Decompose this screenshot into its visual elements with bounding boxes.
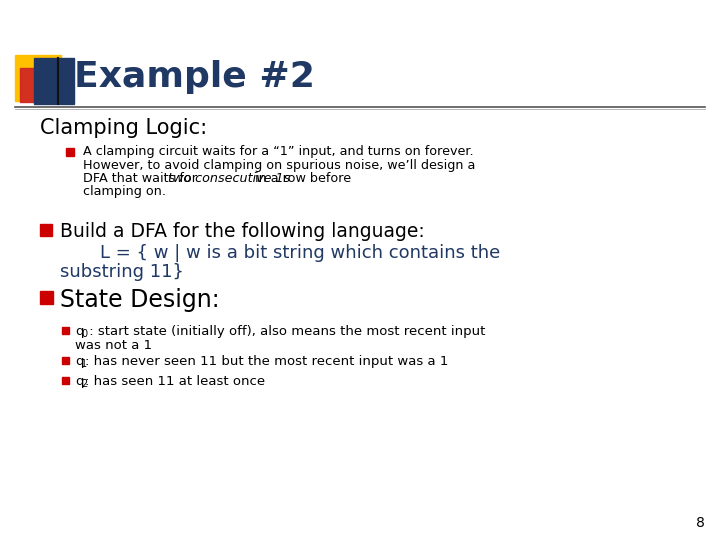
- Text: However, to avoid clamping on spurious noise, we’ll design a: However, to avoid clamping on spurious n…: [83, 159, 475, 172]
- Text: A clamping circuit waits for a “1” input, and turns on forever.: A clamping circuit waits for a “1” input…: [83, 145, 474, 158]
- Text: L = { w | w is a bit string which contains the: L = { w | w is a bit string which contai…: [100, 244, 500, 262]
- Text: 0: 0: [81, 329, 87, 339]
- Text: 1: 1: [81, 359, 87, 369]
- Text: was not a 1: was not a 1: [75, 339, 152, 352]
- Text: 8: 8: [696, 516, 705, 530]
- Bar: [40, 291, 53, 304]
- Text: clamping on.: clamping on.: [83, 186, 166, 199]
- Bar: [20, 68, 54, 102]
- Text: 2: 2: [81, 379, 87, 389]
- Text: : has never seen 11 but the most recent input was a 1: : has never seen 11 but the most recent …: [85, 355, 449, 368]
- Bar: [34, 58, 74, 104]
- Text: q: q: [75, 355, 84, 368]
- Text: Build a DFA for the following language:: Build a DFA for the following language:: [60, 222, 425, 241]
- Text: Example #2: Example #2: [74, 60, 315, 94]
- Text: DFA that waits for: DFA that waits for: [83, 172, 201, 185]
- Text: : start state (initially off), also means the most recent input: : start state (initially off), also mean…: [85, 325, 485, 338]
- Text: : has seen 11 at least once: : has seen 11 at least once: [85, 375, 265, 388]
- Text: substring 11}: substring 11}: [60, 263, 184, 281]
- Text: two consecutive 1s: two consecutive 1s: [168, 172, 290, 185]
- Bar: [15, 55, 61, 101]
- Text: Clamping Logic:: Clamping Logic:: [40, 118, 207, 138]
- Bar: [40, 224, 52, 236]
- Text: q: q: [75, 325, 84, 338]
- Bar: [62, 357, 69, 364]
- Text: in a row before: in a row before: [251, 172, 351, 185]
- Bar: [62, 327, 69, 334]
- Bar: [66, 148, 74, 156]
- Text: State Design:: State Design:: [60, 288, 220, 312]
- Bar: [62, 377, 69, 384]
- Text: q: q: [75, 375, 84, 388]
